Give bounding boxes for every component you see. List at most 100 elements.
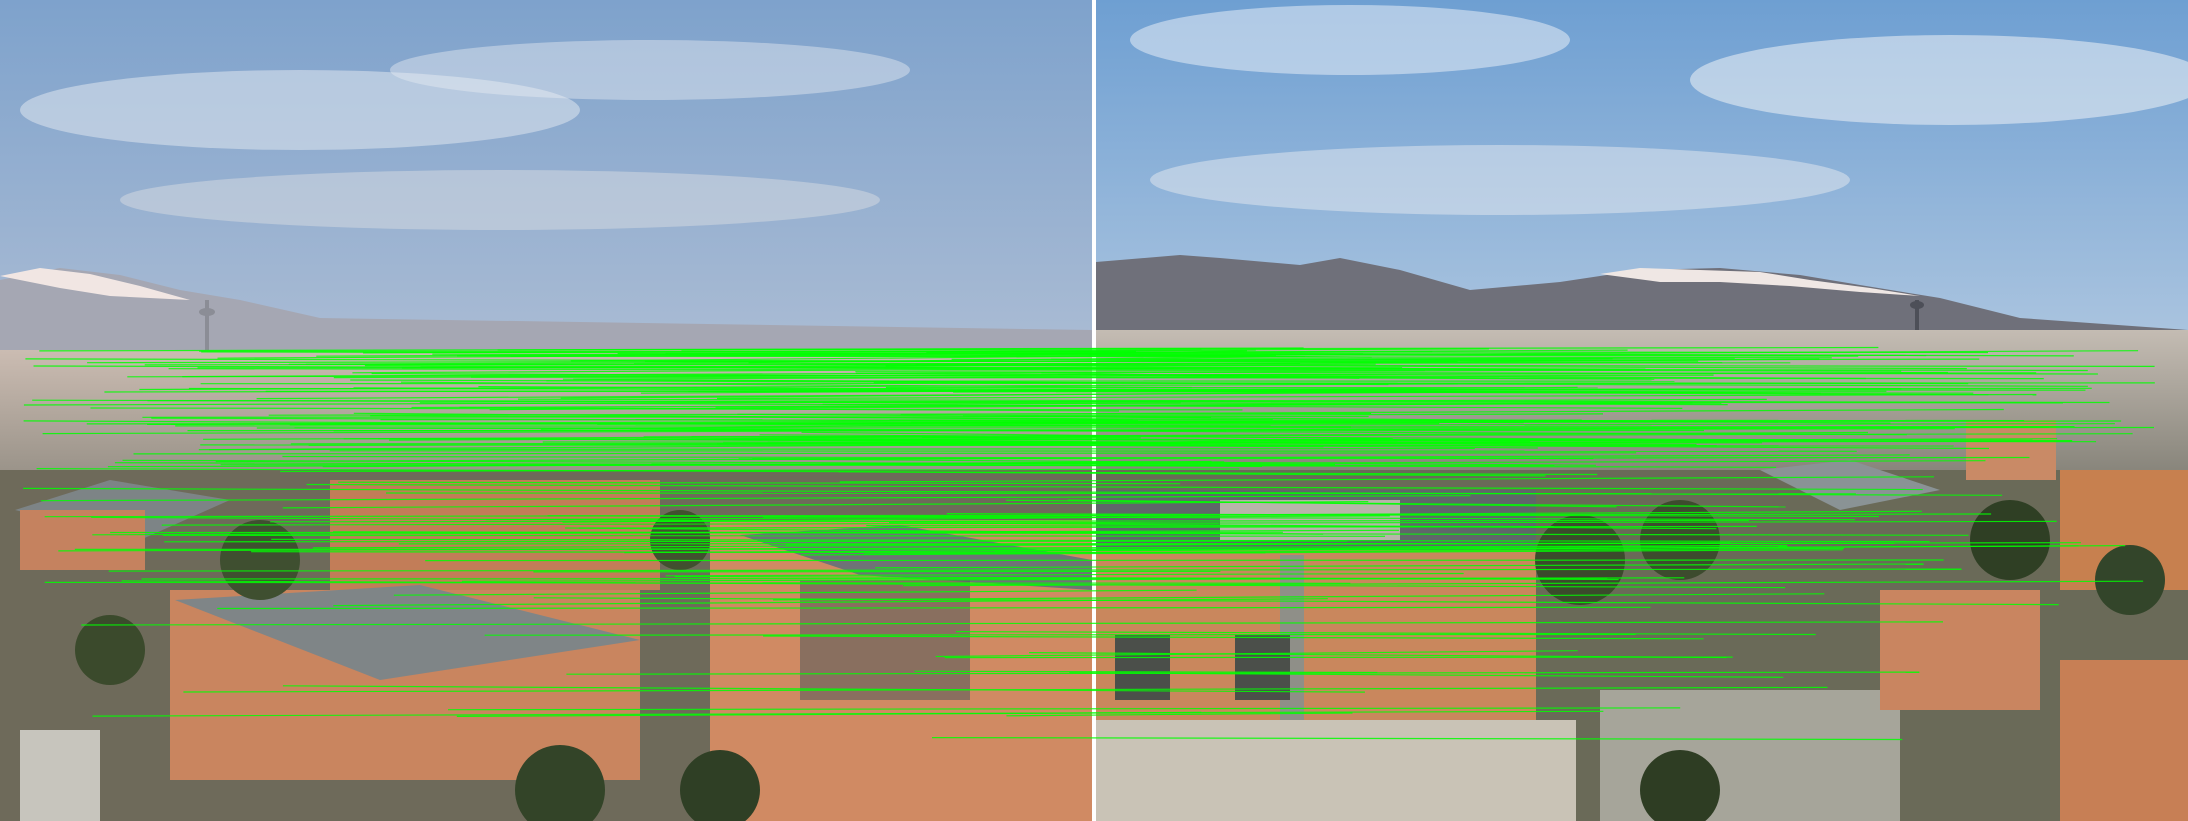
- right-photo: [1096, 0, 2188, 821]
- match-line: [517, 398, 2110, 404]
- match-line: [39, 347, 1304, 352]
- match-line: [873, 382, 1969, 385]
- match-line: [256, 426, 2155, 429]
- match-line: [566, 671, 1920, 675]
- match-line: [58, 544, 1788, 552]
- match-line: [251, 551, 1266, 554]
- match-line: [533, 570, 1221, 573]
- match-line: [411, 402, 1722, 409]
- match-line: [338, 481, 1181, 485]
- match-line: [282, 455, 1594, 460]
- match-line: [36, 468, 1598, 476]
- match-line: [665, 572, 1464, 577]
- match-line: [1029, 651, 1727, 659]
- match-line: [203, 431, 1869, 440]
- match-line: [282, 501, 1369, 509]
- match-line: [953, 350, 1248, 357]
- match-line: [182, 369, 1651, 378]
- match-line: [114, 462, 1777, 468]
- match-line: [92, 710, 1604, 717]
- match-line: [162, 534, 1386, 537]
- match-line: [329, 450, 1857, 452]
- match-line: [333, 531, 1969, 536]
- feature-match-lines: [23, 346, 2155, 741]
- match-line: [139, 383, 1458, 391]
- match-line: [161, 520, 2057, 526]
- match-line: [268, 412, 1372, 416]
- match-line: [81, 621, 1944, 626]
- match-line: [1067, 499, 1617, 508]
- match-line: [305, 363, 2155, 367]
- match-line: [400, 381, 1192, 389]
- match-line: [270, 519, 1750, 523]
- match-line: [617, 352, 1859, 357]
- match-line: [547, 515, 1855, 521]
- match-line: [533, 597, 2059, 606]
- match-line: [763, 635, 1704, 640]
- match-line: [855, 372, 1867, 380]
- match-line: [953, 388, 1902, 393]
- match-line: [352, 367, 1175, 374]
- match-line: [282, 685, 1365, 693]
- match-line: [91, 516, 1219, 524]
- match-line: [393, 589, 1197, 596]
- match-line: [1057, 374, 1500, 379]
- match-line: [713, 439, 1717, 447]
- match-line: [447, 707, 1681, 711]
- match-line: [773, 593, 1825, 601]
- match-line: [485, 515, 1390, 521]
- match-line: [40, 495, 1471, 502]
- match-line: [716, 393, 2037, 400]
- match-line: [168, 368, 1425, 372]
- match-line: [92, 529, 1399, 536]
- match-line: [87, 358, 1980, 364]
- match-line: [960, 423, 2115, 426]
- match-line: [962, 413, 1604, 417]
- match-line: [562, 516, 1191, 523]
- match-line: [674, 575, 1619, 581]
- match-line: [562, 378, 1389, 386]
- match-line: [280, 468, 1240, 473]
- match-line: [484, 633, 1636, 636]
- match-line: [931, 736, 1903, 741]
- match-line: [994, 544, 2126, 552]
- match-line: [380, 419, 2025, 422]
- match-line: [121, 580, 1786, 589]
- match-line: [44, 513, 1992, 518]
- match-line: [425, 559, 1944, 562]
- match-line: [1006, 712, 1353, 717]
- match-line: [133, 452, 1637, 455]
- match-line: [838, 471, 1546, 477]
- match-line: [565, 527, 1324, 535]
- match-line: [164, 540, 1348, 543]
- match-line: [90, 407, 1243, 411]
- match-line: [855, 371, 2098, 375]
- match-line: [294, 427, 1227, 432]
- match-line: [1009, 415, 1891, 424]
- match-line: [875, 563, 1924, 569]
- match-line: [217, 606, 1651, 610]
- match-line: [209, 447, 1475, 451]
- match-line: [785, 542, 2081, 546]
- match-line: [578, 525, 1757, 529]
- match-line: [470, 376, 2044, 380]
- match-line: [385, 492, 1856, 495]
- match-line: [767, 441, 1990, 450]
- match-line: [322, 461, 1225, 468]
- match-line: [108, 568, 1962, 572]
- match-line: [271, 538, 1930, 543]
- match-line: [171, 419, 1139, 425]
- match-line: [955, 630, 1816, 636]
- match-line: [199, 350, 1989, 354]
- match-line: [902, 580, 2144, 587]
- match-line: [461, 577, 1685, 582]
- match-line: [388, 436, 1130, 441]
- match-line: [597, 420, 1628, 425]
- match-line: [256, 391, 1524, 400]
- match-line: [800, 549, 1843, 556]
- match-line: [747, 545, 1741, 553]
- match-line: [914, 670, 1378, 674]
- match-line: [306, 483, 1923, 491]
